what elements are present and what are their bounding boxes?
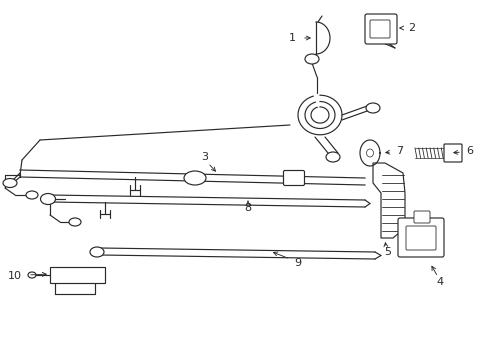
Ellipse shape <box>69 218 81 226</box>
Text: 6: 6 <box>465 146 472 156</box>
Text: 1: 1 <box>288 33 295 43</box>
Ellipse shape <box>28 272 36 278</box>
Ellipse shape <box>183 171 205 185</box>
Ellipse shape <box>325 152 339 162</box>
Ellipse shape <box>90 247 104 257</box>
Ellipse shape <box>305 54 318 64</box>
FancyBboxPatch shape <box>364 14 396 44</box>
Text: 9: 9 <box>294 258 301 268</box>
FancyBboxPatch shape <box>413 211 429 223</box>
FancyBboxPatch shape <box>283 171 304 185</box>
Text: 10: 10 <box>8 271 22 281</box>
FancyBboxPatch shape <box>397 218 443 257</box>
Ellipse shape <box>26 191 38 199</box>
Text: 3: 3 <box>201 152 208 162</box>
FancyBboxPatch shape <box>369 20 389 38</box>
Ellipse shape <box>366 149 373 157</box>
Text: 8: 8 <box>244 203 251 213</box>
FancyBboxPatch shape <box>405 226 435 250</box>
Ellipse shape <box>3 179 17 188</box>
FancyBboxPatch shape <box>50 267 105 283</box>
Text: 4: 4 <box>436 277 443 287</box>
Ellipse shape <box>365 103 379 113</box>
Text: 7: 7 <box>395 146 402 156</box>
FancyBboxPatch shape <box>443 144 461 162</box>
Text: 5: 5 <box>384 247 391 257</box>
Ellipse shape <box>41 194 55 204</box>
Text: 2: 2 <box>407 23 414 33</box>
